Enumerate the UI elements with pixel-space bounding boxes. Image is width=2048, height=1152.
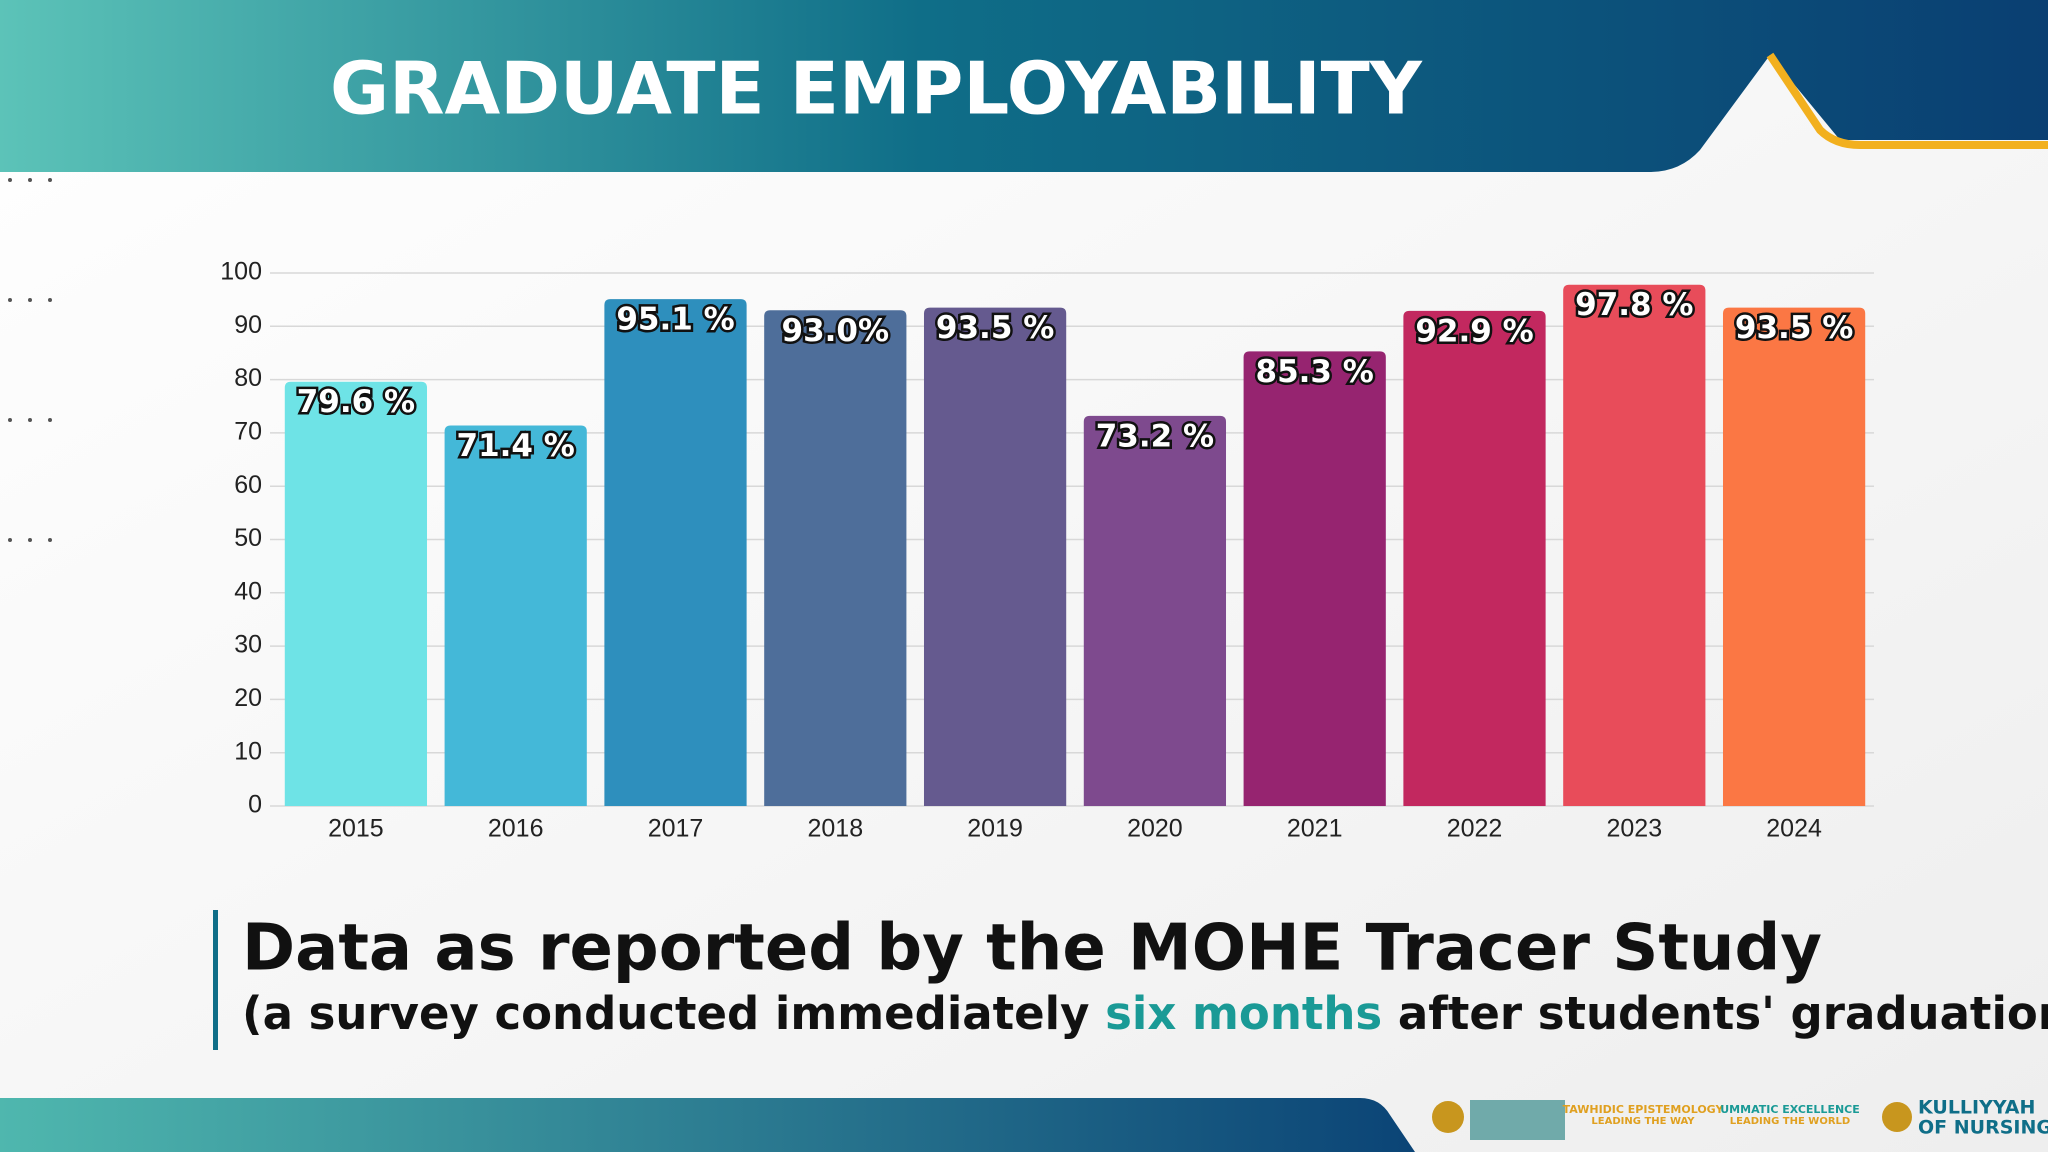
y-tick-label: 100 bbox=[220, 258, 262, 286]
bar bbox=[923, 307, 1067, 806]
bar bbox=[1083, 415, 1227, 806]
x-tick-label: 2024 bbox=[1766, 815, 1822, 843]
logo bbox=[1470, 1100, 1565, 1140]
y-tick-label: 60 bbox=[234, 471, 262, 499]
motto-sub: LEADING THE WORLD bbox=[1730, 1116, 1850, 1127]
value-label: 73.2 % bbox=[1096, 418, 1214, 454]
x-tick-label: 2016 bbox=[488, 815, 544, 843]
bar bbox=[284, 381, 428, 806]
brand: OF NURSING bbox=[1918, 1117, 2048, 1139]
x-tick-label: 2019 bbox=[967, 815, 1023, 843]
x-tick-label: 2021 bbox=[1287, 815, 1343, 843]
y-tick-label: 80 bbox=[234, 364, 262, 392]
header-accent bbox=[1766, 52, 2048, 149]
value-label: 92.9 % bbox=[1415, 313, 1533, 349]
caption-title: Data as reported by the MOHE Tracer Stud… bbox=[242, 912, 1822, 986]
bar bbox=[1722, 307, 1866, 806]
header-band bbox=[0, 0, 2048, 172]
x-tick-label: 2017 bbox=[648, 815, 704, 843]
page-title: GRADUATE EMPLOYABILITY bbox=[330, 47, 1423, 131]
motto: TAWHIDIC EPISTEMOLOGY bbox=[1563, 1103, 1725, 1116]
value-label: 93.5 % bbox=[1735, 310, 1853, 346]
y-tick-label: 10 bbox=[234, 737, 262, 765]
caption-bar bbox=[213, 910, 218, 1050]
logo bbox=[1432, 1101, 1464, 1133]
caption-text: (a survey conducted immediately bbox=[242, 987, 1089, 1040]
bar bbox=[1563, 284, 1706, 806]
bar bbox=[764, 310, 907, 806]
x-tick-label: 2023 bbox=[1606, 815, 1662, 843]
chart: 0 10 20 30 40 50 60 70 80 90 100 2015 79.6 % 2016 71.4… bbox=[220, 258, 1874, 843]
caption-text: after students' graduation) bbox=[1398, 987, 2048, 1040]
y-tick-label: 40 bbox=[234, 577, 262, 605]
y-tick-label: 0 bbox=[248, 791, 262, 819]
x-tick-label: 2015 bbox=[328, 815, 384, 843]
value-label: 79.6 % bbox=[297, 384, 415, 420]
y-tick-label: 90 bbox=[234, 311, 262, 339]
value-label: 85.3 % bbox=[1256, 354, 1374, 390]
y-tick-label: 20 bbox=[234, 684, 262, 712]
caption-highlight: six months bbox=[1105, 987, 1382, 1040]
bar bbox=[444, 425, 587, 806]
y-tick-label: 50 bbox=[234, 524, 262, 552]
x-tick-label: 2018 bbox=[807, 815, 863, 843]
x-tick-label: 2020 bbox=[1127, 815, 1183, 843]
logo bbox=[1882, 1102, 1912, 1132]
dot-pattern bbox=[8, 178, 52, 542]
bar bbox=[1243, 351, 1386, 806]
value-label: 93.0% bbox=[782, 313, 890, 349]
y-tick-label: 30 bbox=[234, 631, 262, 659]
motto-sub: LEADING THE WAY bbox=[1591, 1116, 1695, 1127]
bar bbox=[1403, 310, 1546, 806]
x-tick-label: 2022 bbox=[1447, 815, 1503, 843]
motto: UMMATIC EXCELLENCE bbox=[1720, 1103, 1860, 1116]
brand: KULLIYYAH bbox=[1918, 1097, 2035, 1119]
bar bbox=[604, 299, 747, 806]
value-label: 93.5 % bbox=[936, 310, 1054, 346]
value-label: 95.1 % bbox=[616, 302, 734, 338]
y-tick-label: 70 bbox=[234, 418, 262, 446]
caption-subtitle: (a survey conducted immediately six mont… bbox=[242, 987, 2048, 1040]
footer-band bbox=[0, 1098, 1415, 1152]
value-label: 71.4 % bbox=[457, 428, 575, 464]
value-label: 97.8 % bbox=[1575, 287, 1693, 323]
